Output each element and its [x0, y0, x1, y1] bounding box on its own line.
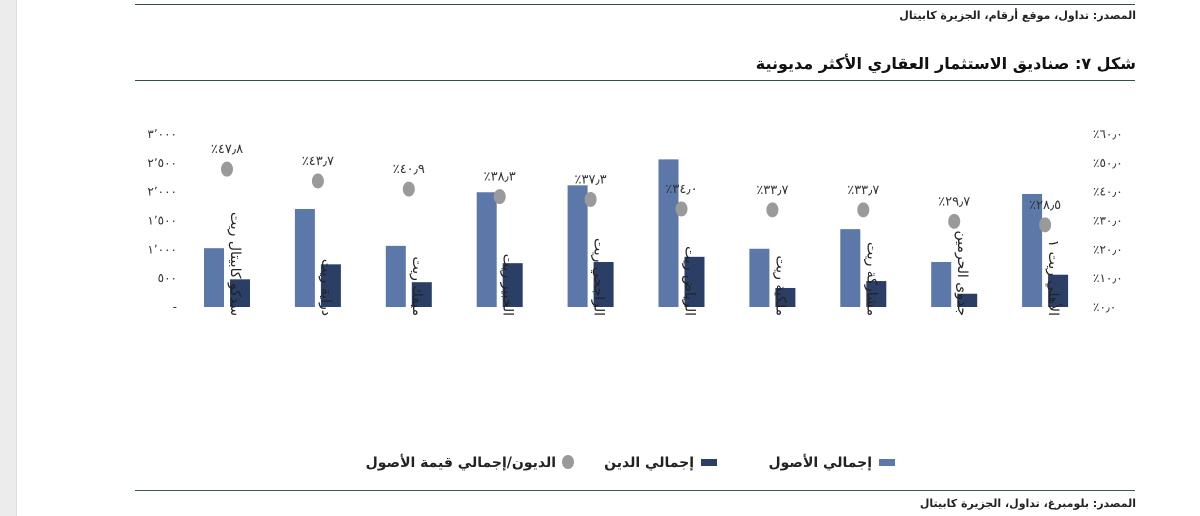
assets-bar: [204, 248, 224, 307]
category-label: ملكية ريت: [772, 256, 788, 316]
debt-bar: [230, 279, 250, 307]
debt-bar: [320, 264, 341, 307]
legend-ratio-swatch: [562, 455, 574, 469]
debt-bar: [866, 281, 887, 307]
right-axis-tick-label: ٪٥٠٫٠: [1093, 156, 1123, 170]
ratio-data-label: ٪٣٣٫٧: [847, 183, 879, 198]
assets-bar: [749, 248, 770, 307]
ratio-point: [857, 202, 870, 218]
left-axis-tick-label: ٢٬٠٠٠: [147, 185, 177, 199]
ratio-data-label: ٪٣٨٫٣: [484, 170, 516, 185]
left-axis-tick-label: ٢٬٥٠٠: [147, 156, 177, 170]
category-label: جدوى الحرمين: [954, 231, 970, 316]
category-label: ميفك ريت: [409, 257, 425, 316]
right-axis-tick-label: ٪٦٠٫٠: [1093, 127, 1123, 141]
ratio-point: [675, 201, 688, 217]
ratio-data-label: ٪٤٧٫٨: [211, 142, 243, 157]
bottom-rule: [135, 490, 1135, 491]
left-axis-tick-label: -: [173, 300, 177, 314]
page-edge-strip: [0, 0, 17, 516]
ratio-data-label: ٪٢٩٫٧: [938, 194, 970, 209]
debt-bar: [957, 293, 978, 307]
ratio-point: [766, 202, 779, 218]
ratio-point: [948, 213, 961, 229]
ratio-point: [493, 189, 506, 205]
left-axis-tick-label: ١٬٥٠٠: [147, 214, 177, 228]
category-label: مشاركة ريت: [863, 242, 879, 316]
debt-bar: [1048, 274, 1069, 307]
ratio-data-label: ٪٤٠٫٩: [393, 162, 425, 177]
right-axis-tick-label: ٪٤٠٫٠: [1093, 185, 1123, 199]
ratio-point: [402, 181, 415, 197]
top-source-note: المصدر: تداول، موقع أرقام، الجزيرة كابيت…: [899, 9, 1136, 22]
legend-assets-swatch: [879, 459, 895, 466]
assets-bar: [658, 159, 679, 307]
left-axis-tick-label: ٣٬٠٠٠: [147, 127, 177, 141]
debt-bar: [775, 287, 796, 307]
left-axis-tick-label: ١٬٠٠٠: [147, 242, 177, 256]
category-label: دراية ريت: [318, 259, 334, 316]
legend-assets-label: إجمالي الأصول: [768, 454, 872, 471]
ratio-point: [311, 173, 324, 189]
ratio-point: [1039, 217, 1052, 233]
debt-bar: [502, 263, 523, 307]
category-label: الأهلي ريت ١: [1045, 240, 1063, 316]
category-label: الرياض ريت: [682, 246, 698, 316]
assets-bar: [567, 185, 588, 307]
assets-bar: [840, 229, 861, 307]
figure-title: شكل ٧: صناديق الاستثمار العقاري الأكثر م…: [755, 54, 1136, 73]
bottom-source-note: المصدر: بلومبرغ، تداول، الجزيرة كابيتال: [919, 497, 1136, 510]
debt-bar: [684, 256, 705, 307]
debt-bar: [411, 282, 432, 307]
left-axis-tick-label: ٥٠٠: [158, 271, 177, 285]
right-axis-tick-label: ٪١٠٫٠: [1093, 271, 1123, 285]
legend-debt-label: إجمالي الدين: [604, 455, 694, 471]
ratio-data-label: ٪٣٤٫٠: [665, 182, 697, 197]
assets-bar: [385, 245, 406, 307]
ratio-data-label: ٪٣٧٫٣: [575, 172, 607, 187]
legend-debt-swatch: [701, 459, 717, 466]
category-label: سدكو كابيتال ريت: [227, 212, 243, 316]
legend-ratio-label: الديون/إجمالي قيمة الأصول: [366, 454, 556, 471]
right-axis-tick-label: ٪٠٫٠: [1093, 300, 1116, 314]
assets-bar: [1022, 193, 1043, 307]
category-label: الراجحي ريت: [591, 238, 607, 316]
ratio-point: [584, 191, 597, 207]
ratio-point: [221, 161, 233, 177]
assets-bar: [294, 208, 315, 307]
ratio-data-label: ٪٢٨٫٥: [1029, 198, 1061, 213]
right-axis-tick-label: ٪٣٠٫٠: [1093, 214, 1123, 228]
assets-bar: [931, 262, 952, 307]
right-axis-tick-label: ٪٢٠٫٠: [1093, 242, 1123, 256]
debt-bar: [593, 262, 614, 307]
ratio-data-label: ٪٣٣٫٧: [756, 183, 788, 198]
top-rule: [135, 4, 1135, 5]
assets-bar: [476, 192, 497, 307]
category-label: الخبير ريت: [500, 254, 516, 316]
title-rule: [135, 80, 1135, 81]
ratio-data-label: ٪٤٣٫٧: [302, 154, 334, 169]
